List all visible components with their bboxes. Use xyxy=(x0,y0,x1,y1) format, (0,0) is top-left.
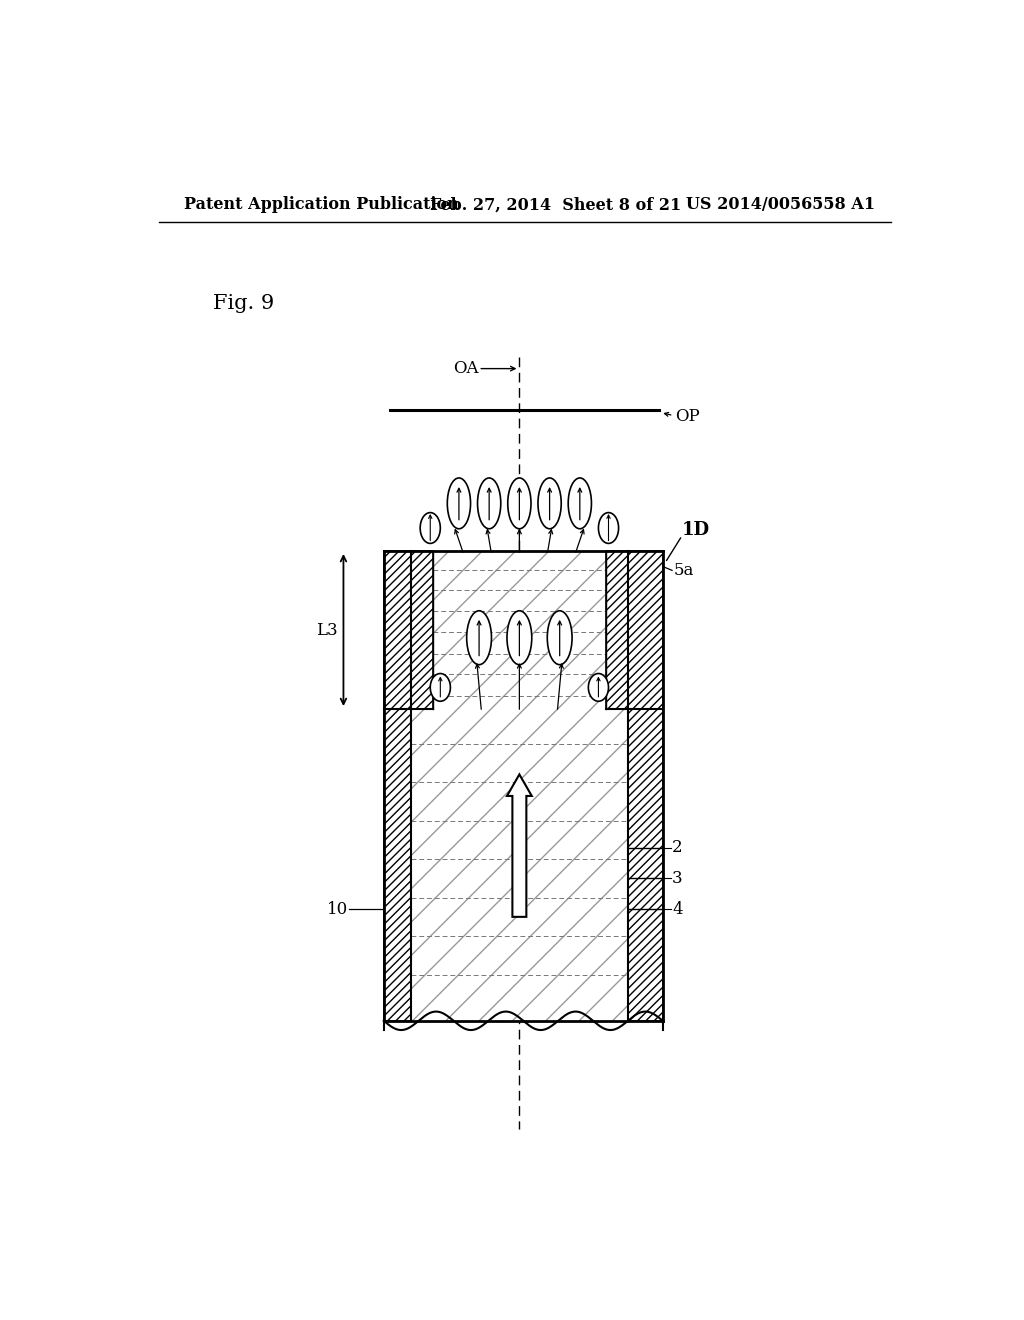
Ellipse shape xyxy=(477,478,501,529)
Ellipse shape xyxy=(547,611,572,665)
FancyArrow shape xyxy=(507,775,531,917)
Text: OA: OA xyxy=(453,360,478,378)
Ellipse shape xyxy=(507,611,531,665)
Text: 5a: 5a xyxy=(674,562,694,579)
Ellipse shape xyxy=(420,512,440,544)
Ellipse shape xyxy=(568,478,592,529)
Text: OP: OP xyxy=(675,408,699,425)
Text: 1D: 1D xyxy=(682,521,711,540)
Ellipse shape xyxy=(589,673,608,701)
Text: 2: 2 xyxy=(672,840,683,857)
Text: Feb. 27, 2014  Sheet 8 of 21: Feb. 27, 2014 Sheet 8 of 21 xyxy=(430,197,682,213)
Text: L3: L3 xyxy=(315,622,337,639)
Bar xyxy=(411,552,628,1020)
Text: US 2014/0056558 A1: US 2014/0056558 A1 xyxy=(686,197,876,213)
Text: 3: 3 xyxy=(672,870,683,887)
Ellipse shape xyxy=(508,478,531,529)
Bar xyxy=(628,552,663,1020)
Text: Fig. 9: Fig. 9 xyxy=(213,293,274,313)
Text: 4: 4 xyxy=(672,900,683,917)
Bar xyxy=(606,552,628,709)
Bar xyxy=(411,552,432,709)
Bar xyxy=(384,552,411,1020)
Ellipse shape xyxy=(467,611,492,665)
Text: Patent Application Publication: Patent Application Publication xyxy=(183,197,459,213)
Ellipse shape xyxy=(598,512,618,544)
Ellipse shape xyxy=(447,478,471,529)
Ellipse shape xyxy=(430,673,451,701)
Ellipse shape xyxy=(538,478,561,529)
Text: 10: 10 xyxy=(327,900,348,917)
